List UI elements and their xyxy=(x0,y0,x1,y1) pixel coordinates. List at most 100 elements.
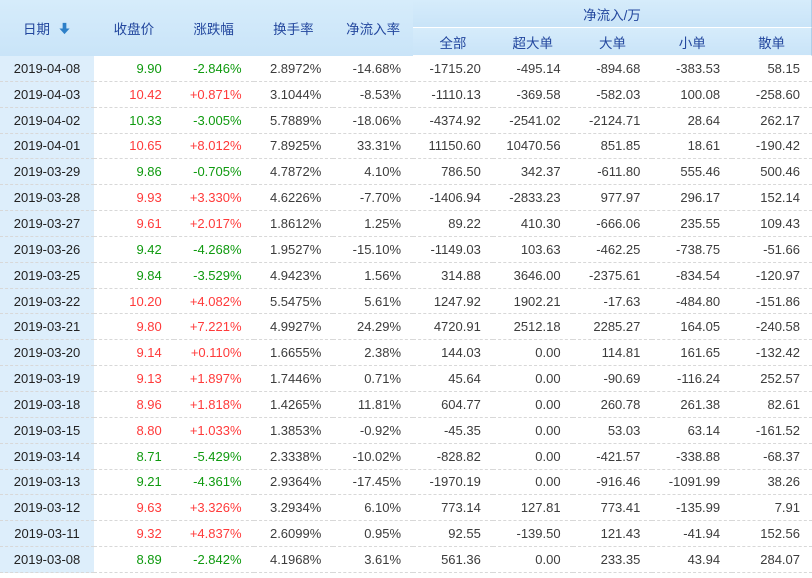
cell-change: -2.842% xyxy=(173,547,254,573)
cell-all: -1110.13 xyxy=(413,81,493,108)
cell-super-large: 103.63 xyxy=(492,236,573,263)
table-row: 2019-03-27 9.61 +2.017% 1.8612% 1.25% 89… xyxy=(0,211,812,237)
cell-change: -3.529% xyxy=(173,262,254,289)
cell-turnover: 1.7446% xyxy=(253,366,334,392)
cell-turnover: 4.9423% xyxy=(253,262,334,289)
cell-close: 9.61 xyxy=(94,211,174,237)
cell-large: -462.25 xyxy=(572,236,653,263)
table-row: 2019-03-13 9.21 -4.361% 2.9364% -17.45% … xyxy=(0,469,812,496)
cell-super-large: 0.00 xyxy=(492,340,573,367)
cell-scattered: 262.17 xyxy=(732,107,812,134)
cell-large: -17.63 xyxy=(572,288,653,315)
cell-large: -666.06 xyxy=(572,211,653,237)
cell-all: -1715.20 xyxy=(413,56,493,82)
cell-change: +0.110% xyxy=(173,340,254,367)
cell-large: 53.03 xyxy=(572,417,653,444)
cell-all: 773.14 xyxy=(413,495,493,522)
cell-change: +1.897% xyxy=(173,366,254,392)
sort-down-icon[interactable] xyxy=(58,22,71,35)
cell-small: 63.14 xyxy=(652,417,733,444)
table-row: 2019-03-08 8.89 -2.842% 4.1968% 3.61% 56… xyxy=(0,547,812,573)
column-header-change: 涨跌幅 xyxy=(173,0,254,56)
table-row: 2019-03-29 9.86 -0.705% 4.7872% 4.10% 78… xyxy=(0,159,812,186)
cell-scattered: 109.43 xyxy=(732,211,812,237)
cell-turnover: 7.8925% xyxy=(253,133,334,160)
cell-all: 604.77 xyxy=(413,391,493,418)
cell-super-large: 3646.00 xyxy=(492,262,573,289)
cell-large: -582.03 xyxy=(572,81,653,108)
cell-inflow-rate: 4.10% xyxy=(333,159,414,186)
cell-all: 92.55 xyxy=(413,521,493,548)
table-row: 2019-04-08 9.90 -2.846% 2.8972% -14.68% … xyxy=(0,56,812,82)
cell-all: -4374.92 xyxy=(413,107,493,134)
cell-small: 555.46 xyxy=(652,159,733,186)
cell-date: 2019-03-22 xyxy=(0,288,94,315)
cell-scattered: 152.56 xyxy=(732,521,812,548)
cell-inflow-rate: -7.70% xyxy=(333,185,414,212)
cell-change: +0.871% xyxy=(173,81,254,108)
cell-inflow-rate: -18.06% xyxy=(333,107,414,134)
cell-all: -828.82 xyxy=(413,443,493,470)
cell-turnover: 1.8612% xyxy=(253,211,334,237)
cell-inflow-rate: -0.92% xyxy=(333,417,414,444)
cell-turnover: 2.9364% xyxy=(253,469,334,496)
cell-large: 977.97 xyxy=(572,185,653,212)
cell-scattered: 152.14 xyxy=(732,185,812,212)
cell-scattered: -161.52 xyxy=(732,417,812,444)
cell-scattered: -258.60 xyxy=(732,81,812,108)
cell-turnover: 5.7889% xyxy=(253,107,334,134)
cell-all: -1970.19 xyxy=(413,469,493,496)
cell-scattered: -132.42 xyxy=(732,340,812,367)
cell-small: -484.80 xyxy=(652,288,733,315)
cell-inflow-rate: 24.29% xyxy=(333,314,414,341)
cell-small: 164.05 xyxy=(652,314,733,341)
cell-close: 10.20 xyxy=(94,288,174,315)
table-row: 2019-03-14 8.71 -5.429% 2.3338% -10.02% … xyxy=(0,443,812,470)
cell-all: -1406.94 xyxy=(413,185,493,212)
table-row: 2019-03-15 8.80 +1.033% 1.3853% -0.92% -… xyxy=(0,417,812,444)
cell-small: 43.94 xyxy=(652,547,733,573)
table-row: 2019-04-01 10.65 +8.012% 7.8925% 33.31% … xyxy=(0,133,812,160)
cell-inflow-rate: 3.61% xyxy=(333,547,414,573)
table-row: 2019-04-02 10.33 -3.005% 5.7889% -18.06%… xyxy=(0,107,812,134)
cell-small: 18.61 xyxy=(652,133,733,160)
cell-small: 28.64 xyxy=(652,107,733,134)
cell-scattered: -68.37 xyxy=(732,443,812,470)
cell-date: 2019-03-18 xyxy=(0,391,94,418)
cell-large: 260.78 xyxy=(572,391,653,418)
cell-super-large: 342.37 xyxy=(492,159,573,186)
cell-small: -338.88 xyxy=(652,443,733,470)
cell-change: -0.705% xyxy=(173,159,254,186)
cell-close: 9.21 xyxy=(94,469,174,496)
cell-date: 2019-03-29 xyxy=(0,159,94,186)
cell-date: 2019-03-26 xyxy=(0,236,94,263)
cell-super-large: -369.58 xyxy=(492,81,573,108)
cell-close: 9.93 xyxy=(94,185,174,212)
cell-scattered: 284.07 xyxy=(732,547,812,573)
cell-large: -2124.71 xyxy=(572,107,653,134)
cell-close: 9.42 xyxy=(94,236,174,263)
table-row: 2019-03-19 9.13 +1.897% 1.7446% 0.71% 45… xyxy=(0,366,812,392)
cell-inflow-rate: -15.10% xyxy=(333,236,414,263)
cell-close: 9.90 xyxy=(94,56,174,82)
cell-turnover: 1.4265% xyxy=(253,391,334,418)
cell-super-large: -495.14 xyxy=(492,56,573,82)
cell-super-large: 10470.56 xyxy=(492,133,573,160)
cell-scattered: 82.61 xyxy=(732,391,812,418)
cell-date: 2019-04-01 xyxy=(0,133,94,160)
cell-large: -421.57 xyxy=(572,443,653,470)
cell-small: 100.08 xyxy=(652,81,733,108)
cell-all: 1247.92 xyxy=(413,288,493,315)
cell-turnover: 3.2934% xyxy=(253,495,334,522)
column-header-date[interactable]: 日期 xyxy=(0,0,94,56)
cell-scattered: 58.15 xyxy=(732,56,812,82)
cell-inflow-rate: 11.81% xyxy=(333,391,414,418)
cell-large: -916.46 xyxy=(572,469,653,496)
cell-super-large: 2512.18 xyxy=(492,314,573,341)
table-row: 2019-03-12 9.63 +3.326% 3.2934% 6.10% 77… xyxy=(0,495,812,522)
cell-super-large: -2833.23 xyxy=(492,185,573,212)
cell-inflow-rate: 6.10% xyxy=(333,495,414,522)
column-header-turnover: 换手率 xyxy=(253,0,334,56)
